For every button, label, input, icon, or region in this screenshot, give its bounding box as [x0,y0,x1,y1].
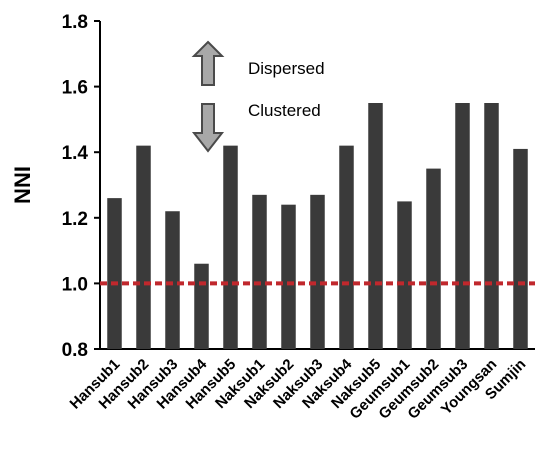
dispersed-arrow-icon [191,40,225,86]
bar-naksub5 [368,103,383,349]
y-axis-label: NNI [10,166,35,204]
y-tick-label: 0.8 [62,340,88,361]
bar-hansub1 [107,198,122,349]
bar-naksub3 [310,194,325,349]
bars-group [100,103,535,349]
bar-hansub5 [223,145,238,349]
bar-geumsub2 [426,168,441,349]
y-tick-label: 1.0 [62,274,88,295]
bar-naksub4 [339,145,354,349]
bar-hansub3 [165,211,180,349]
y-tick-label: 1.8 [62,12,88,33]
bar-naksub2 [281,204,296,349]
annotation-layer: Dispersed Clustered [191,40,325,153]
clustered-label: Clustered [248,101,321,120]
clustered-arrow-icon [191,103,225,153]
bar-sumjin [513,148,528,349]
dispersed-label: Dispersed [248,59,325,78]
bar-hansub4 [194,263,209,349]
bar-geumsub3 [455,103,470,349]
bar-youngsan [484,103,499,349]
y-tick-label: 1.2 [62,209,88,230]
y-tick-label: 1.6 [62,78,88,99]
bar-geumsub1 [397,201,412,349]
bar-hansub2 [136,145,151,349]
y-tick-label: 1.4 [62,143,89,164]
bar-naksub1 [252,194,267,349]
